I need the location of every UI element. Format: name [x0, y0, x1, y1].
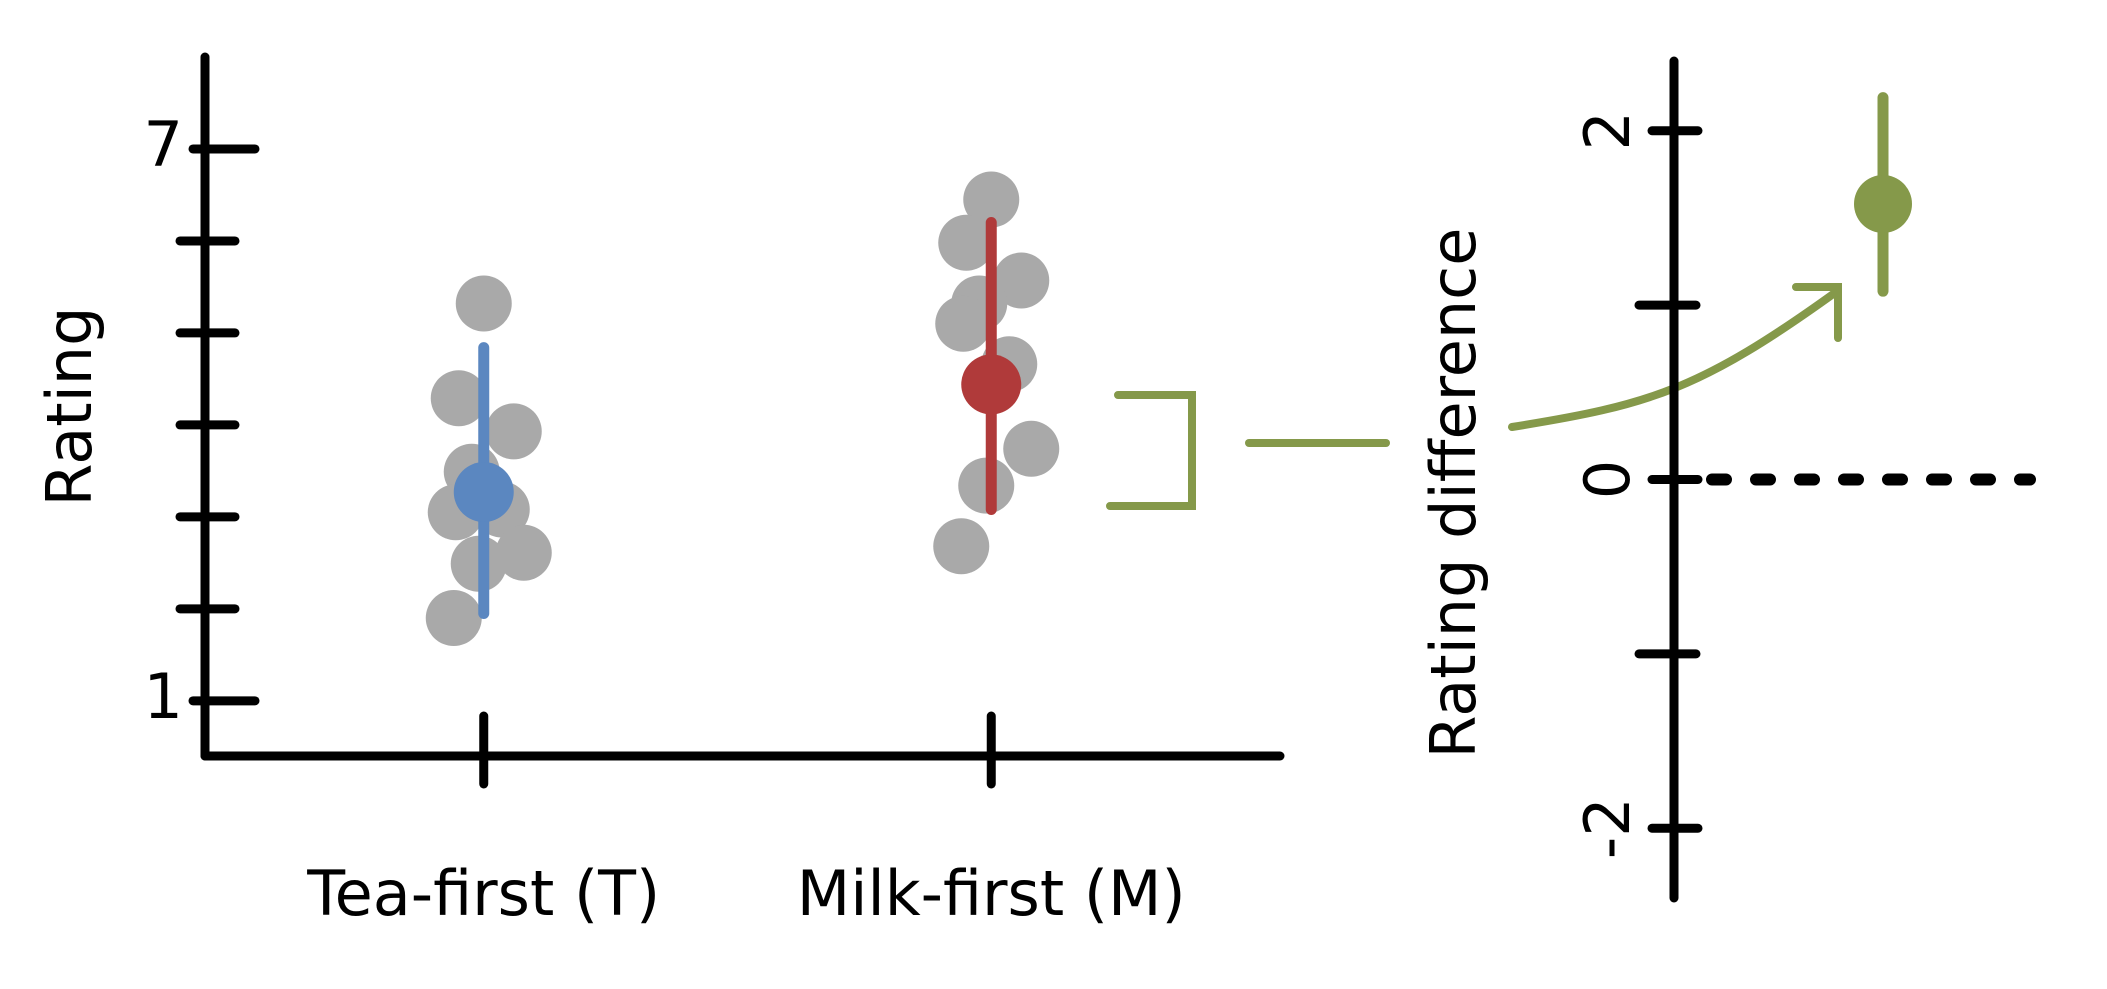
y-axis-label: Rating: [33, 307, 106, 507]
data-point: [935, 295, 992, 352]
data-point: [430, 370, 487, 427]
mean-point: [961, 354, 1022, 415]
y2-tick-label: 0: [1571, 460, 1644, 499]
bracket: [1106, 391, 1196, 510]
mean-point: [453, 462, 514, 523]
data-point: [963, 171, 1020, 228]
diff-point: [1854, 174, 1912, 233]
y2-tick-label: -2: [1571, 797, 1644, 859]
y2-axis-label: Rating difference: [1417, 228, 1490, 759]
data-point: [495, 524, 552, 581]
y2-tick-label: 2: [1571, 111, 1644, 150]
data-point: [933, 518, 990, 575]
data-point: [938, 214, 995, 271]
data-point: [1003, 420, 1060, 477]
x-tick-label: Milk-first (M): [797, 857, 1186, 930]
data-point: [455, 275, 512, 332]
y-tick-label: 7: [144, 108, 183, 181]
data-point: [993, 252, 1050, 309]
data-point: [425, 590, 482, 647]
data-point: [485, 403, 542, 460]
x-tick-label: Tea-first (T): [306, 857, 660, 930]
y-tick-label: 1: [144, 660, 183, 733]
